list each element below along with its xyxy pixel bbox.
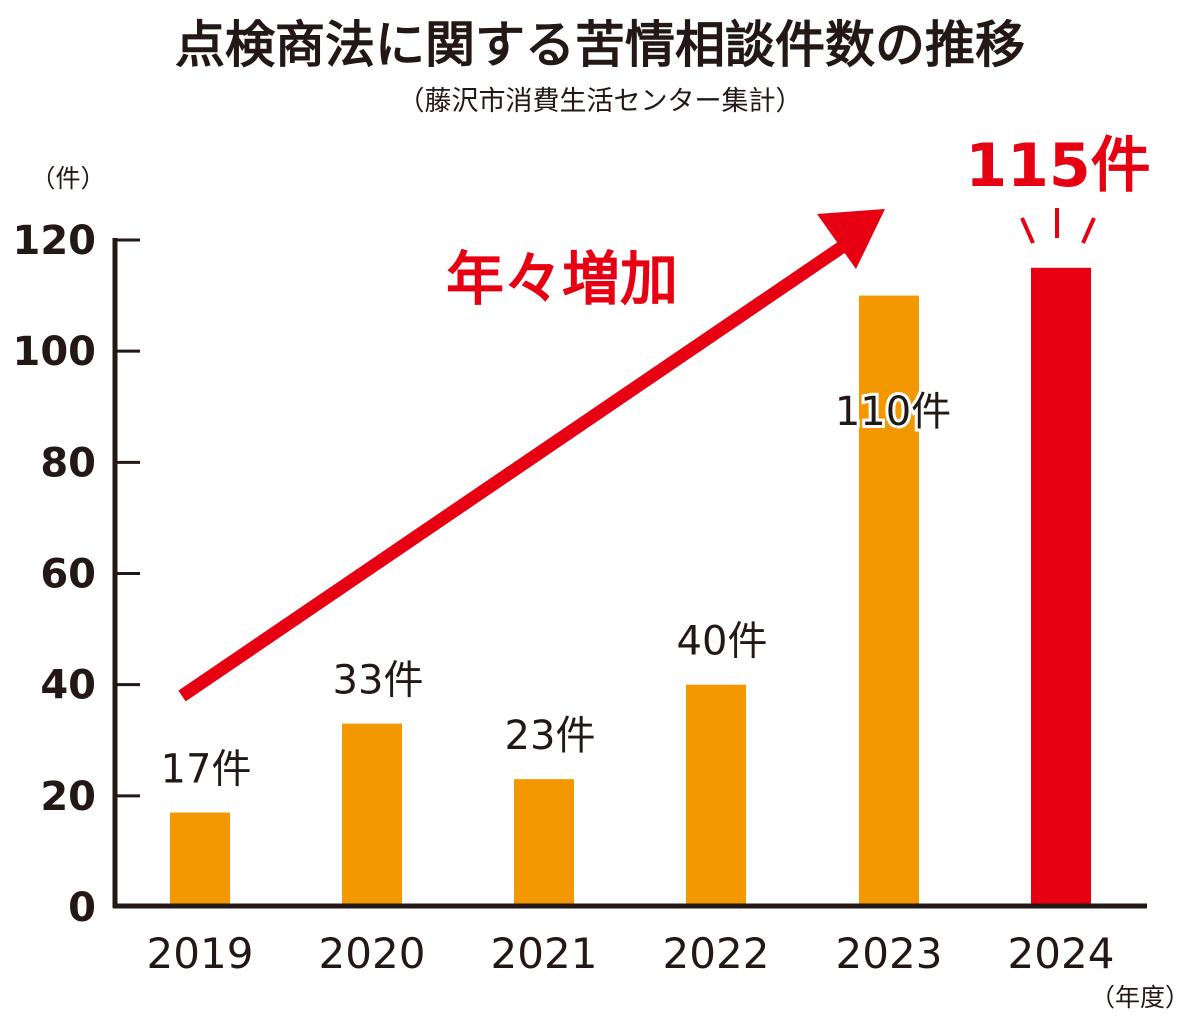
bar-2020 [342,723,402,906]
emphasis-mark [1081,217,1096,244]
chart-subtitle: （藤沢市消費生活センター集計） [398,86,803,117]
y-axis-unit-label: （件） [30,164,105,193]
data-label: 110件 [835,389,951,435]
data-label: 23件 [505,713,596,759]
data-label: 115件 [965,131,1150,201]
emphasis-mark [1020,217,1035,244]
emphasis-marks [1020,208,1096,244]
chart-title: 点検商法に関する苦情相談件数の推移 [175,16,1025,74]
bar-2022 [686,684,746,906]
x-tick-label: 2019 [147,929,254,978]
trend-arrow-head [817,209,885,269]
x-tick-label: 2021 [491,929,598,978]
y-tick-label: 60 [40,552,96,598]
x-tick-label: 2024 [1008,929,1115,978]
bar-2021 [514,779,574,906]
y-tick-label: 0 [68,885,96,931]
bar-2019 [170,812,230,906]
data-label: 33件 [333,658,424,704]
y-tick-label: 100 [13,329,97,375]
x-axis-unit-label: （年度） [1090,983,1190,1012]
trend-arrow [178,209,885,702]
y-tick-label: 80 [40,440,96,486]
x-tick-label: 2022 [663,929,770,978]
x-tick-label: 2020 [319,929,426,978]
x-tick-label: 2023 [836,929,943,978]
data-label: 40件 [677,619,768,665]
y-tick-label: 120 [13,218,97,264]
bar-2024 [1031,267,1091,907]
data-label: 17件 [161,747,252,793]
trend-arrow-shaft [178,241,846,702]
trend-annotation: 年々増加 [446,245,678,313]
y-tick-label: 40 [40,663,96,709]
y-tick-label: 20 [40,774,96,820]
bar-2023 [859,295,919,906]
